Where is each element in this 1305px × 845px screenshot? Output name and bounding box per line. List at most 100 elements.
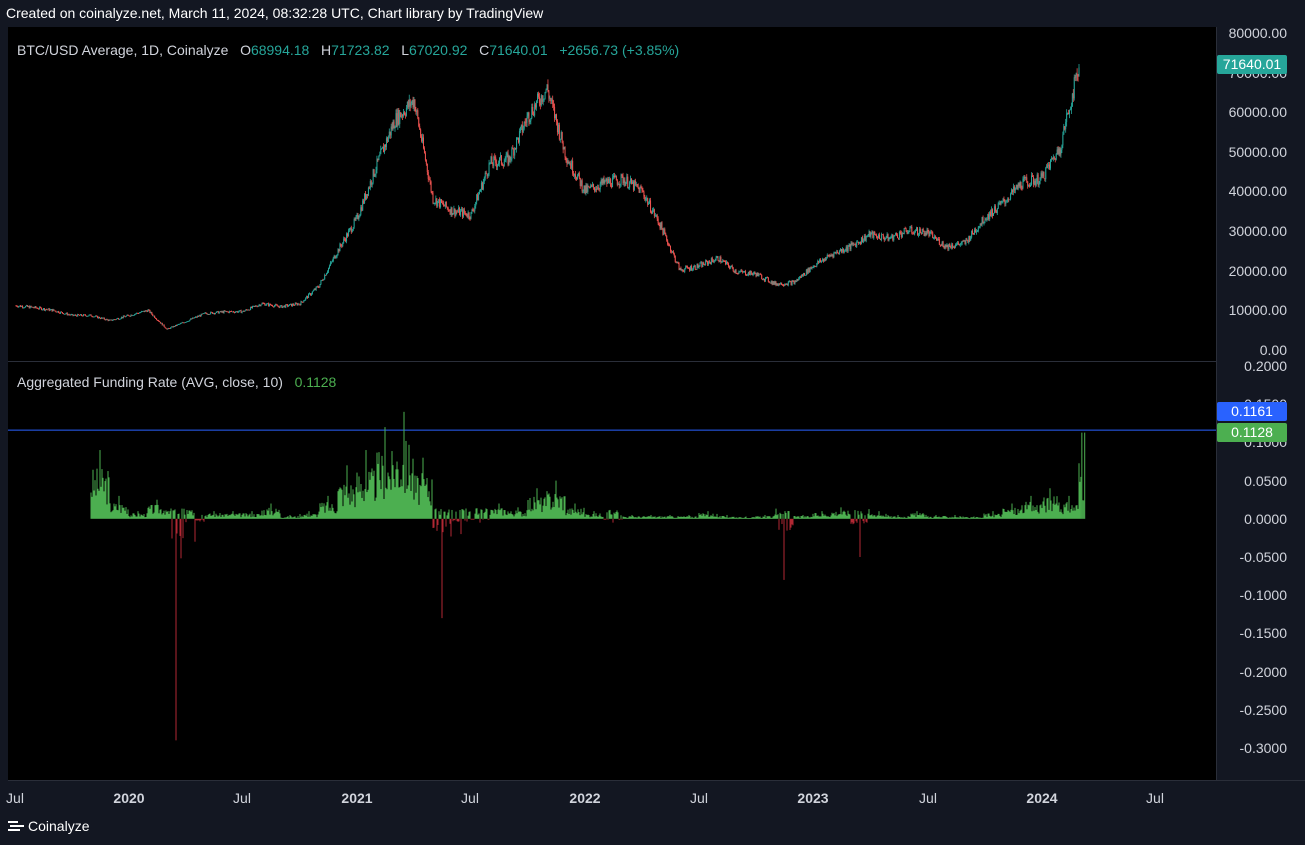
funding-bar	[417, 478, 419, 519]
price-chart[interactable]	[8, 27, 1216, 361]
funding-bar	[651, 517, 653, 519]
candle-body	[776, 284, 778, 286]
funding-bar	[473, 518, 475, 520]
candle-body	[264, 303, 266, 306]
candle-body	[919, 229, 921, 233]
candle-body	[373, 169, 375, 177]
funding-bar	[121, 505, 123, 519]
candle-body	[100, 318, 101, 320]
funding-bar	[119, 505, 121, 519]
candle-body	[216, 311, 218, 313]
funding-bar	[351, 501, 353, 519]
funding-bar	[769, 516, 771, 519]
candle-body	[145, 310, 147, 312]
funding-bar	[367, 489, 369, 519]
candle-body	[1042, 171, 1044, 177]
funding-bar	[747, 518, 749, 520]
funding-bar	[217, 516, 219, 519]
funding-bar	[532, 510, 534, 519]
candle-body	[223, 310, 225, 313]
candle-body	[777, 284, 779, 286]
candle-body	[482, 181, 484, 190]
funding-chart[interactable]	[8, 362, 1216, 780]
funding-bar	[225, 514, 227, 519]
candle-body	[74, 314, 76, 316]
candle-body	[651, 211, 652, 214]
funding-bar	[939, 517, 941, 519]
funding-bar	[707, 511, 709, 519]
funding-bar	[162, 513, 164, 519]
candle-body	[965, 239, 967, 245]
funding-bar	[685, 517, 687, 519]
funding-bar	[884, 516, 886, 519]
candle-body	[36, 307, 38, 309]
candle-body	[703, 262, 705, 265]
funding-bar	[1074, 510, 1076, 519]
funding-y-tick: 0.0000	[1244, 510, 1287, 527]
candle-body	[558, 124, 560, 140]
funding-bar	[1039, 505, 1041, 519]
candle-body	[16, 305, 18, 307]
funding-bar	[727, 517, 729, 519]
funding-bar	[101, 469, 103, 519]
candle-body	[218, 312, 220, 314]
funding-bar	[818, 516, 820, 519]
funding-bar	[752, 517, 754, 519]
candle-body	[697, 263, 699, 268]
funding-bar	[295, 517, 297, 519]
funding-bar	[96, 468, 98, 519]
candle-body	[687, 266, 689, 269]
funding-bar	[584, 516, 586, 519]
candle-body	[382, 146, 384, 149]
candle-body	[621, 174, 623, 176]
time-axis[interactable]	[8, 781, 1305, 808]
candle-body	[140, 311, 142, 313]
funding-bar	[278, 509, 280, 519]
candle-body	[544, 91, 546, 99]
funding-bar	[974, 518, 976, 519]
candle-body	[871, 231, 873, 233]
candle-body	[1025, 177, 1027, 179]
candle-body	[969, 236, 971, 241]
candle-body	[204, 312, 206, 314]
funding-bar	[731, 516, 733, 519]
candle-body	[804, 274, 806, 276]
funding-bar	[391, 451, 393, 519]
candle-body	[1036, 174, 1038, 181]
funding-bar	[344, 495, 346, 519]
candle-body	[356, 214, 358, 217]
funding-bar	[146, 513, 148, 519]
candle-body	[635, 184, 637, 185]
candle-body	[186, 321, 188, 323]
funding-bar	[979, 517, 981, 519]
funding-bar	[732, 516, 734, 519]
candle-body	[335, 256, 337, 259]
candle-body	[626, 176, 628, 183]
funding-bar	[546, 491, 548, 519]
brand-logo[interactable]: Coinalyze	[8, 818, 89, 834]
funding-bar	[896, 517, 898, 519]
candle-body	[459, 207, 461, 216]
candle-body	[916, 227, 918, 231]
funding-bar	[269, 514, 271, 519]
candle-body	[928, 231, 930, 237]
candle-body	[250, 307, 252, 311]
funding-bar	[709, 516, 711, 519]
pane-separator[interactable]	[8, 361, 1216, 362]
funding-bar	[427, 497, 429, 519]
candle-body	[1022, 178, 1024, 189]
candle-body	[173, 326, 175, 328]
candle-body	[750, 270, 752, 274]
candle-body	[722, 260, 724, 263]
candle-body	[439, 199, 441, 207]
candle-body	[744, 271, 746, 272]
chart-area[interactable]	[8, 27, 1216, 781]
funding-bar	[1034, 506, 1036, 519]
funding-bar	[118, 495, 120, 519]
candle-body	[756, 272, 758, 277]
candle-body	[605, 178, 607, 181]
candle-body	[199, 315, 201, 317]
funding-bar	[621, 518, 623, 520]
candle-body	[333, 255, 335, 258]
candle-body	[1053, 156, 1055, 159]
